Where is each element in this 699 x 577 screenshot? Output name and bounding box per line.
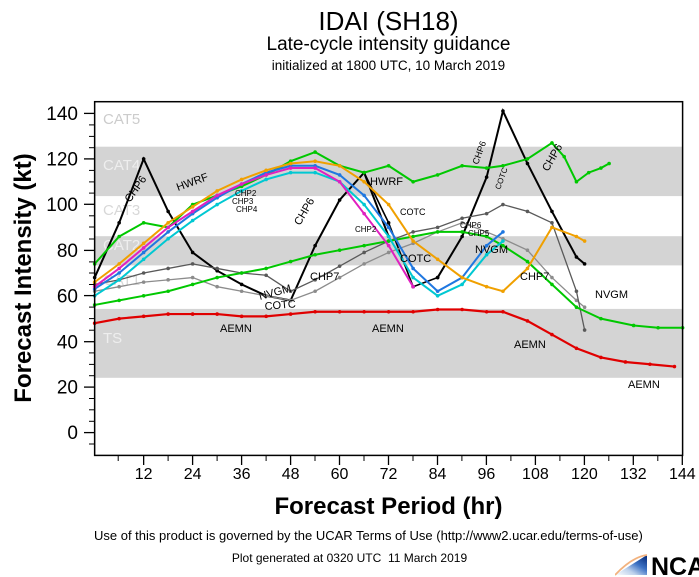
svg-text:84: 84 <box>429 466 447 483</box>
svg-text:HWRF: HWRF <box>370 176 403 188</box>
svg-text:AEMN: AEMN <box>628 379 660 391</box>
svg-text:40: 40 <box>57 333 78 354</box>
svg-text:96: 96 <box>478 466 496 483</box>
svg-text:80: 80 <box>57 241 78 262</box>
svg-text:20: 20 <box>57 378 78 399</box>
svg-text:0: 0 <box>67 423 78 444</box>
svg-text:COTC: COTC <box>400 207 426 217</box>
svg-text:CHP5: CHP5 <box>468 229 490 238</box>
svg-text:24: 24 <box>184 466 202 483</box>
svg-text:60: 60 <box>57 287 78 308</box>
svg-text:12: 12 <box>135 466 153 483</box>
svg-text:TS: TS <box>103 330 122 347</box>
svg-text:NCAR: NCAR <box>651 554 699 577</box>
svg-text:CHP7: CHP7 <box>310 271 339 283</box>
svg-text:CHP7: CHP7 <box>520 271 549 283</box>
svg-text:AEMN: AEMN <box>372 323 404 335</box>
svg-text:120: 120 <box>46 150 78 171</box>
svg-text:NVGM: NVGM <box>475 244 508 256</box>
svg-text:CHP4: CHP4 <box>236 205 258 214</box>
svg-text:60: 60 <box>331 466 349 483</box>
svg-text:108: 108 <box>522 466 549 483</box>
svg-text:132: 132 <box>620 466 647 483</box>
svg-text:AEMN: AEMN <box>514 339 546 351</box>
svg-text:CHP2: CHP2 <box>355 225 377 234</box>
svg-text:AEMN: AEMN <box>220 323 252 335</box>
svg-text:NVGM: NVGM <box>595 289 628 301</box>
svg-text:48: 48 <box>282 466 300 483</box>
svg-text:CAT4: CAT4 <box>103 157 140 174</box>
svg-text:COTC: COTC <box>400 253 431 265</box>
svg-text:100: 100 <box>46 195 78 216</box>
svg-text:CAT5: CAT5 <box>103 111 140 128</box>
svg-text:140: 140 <box>46 104 78 125</box>
svg-text:72: 72 <box>380 466 398 483</box>
svg-text:120: 120 <box>571 466 598 483</box>
svg-text:144: 144 <box>669 466 696 483</box>
svg-text:36: 36 <box>233 466 251 483</box>
